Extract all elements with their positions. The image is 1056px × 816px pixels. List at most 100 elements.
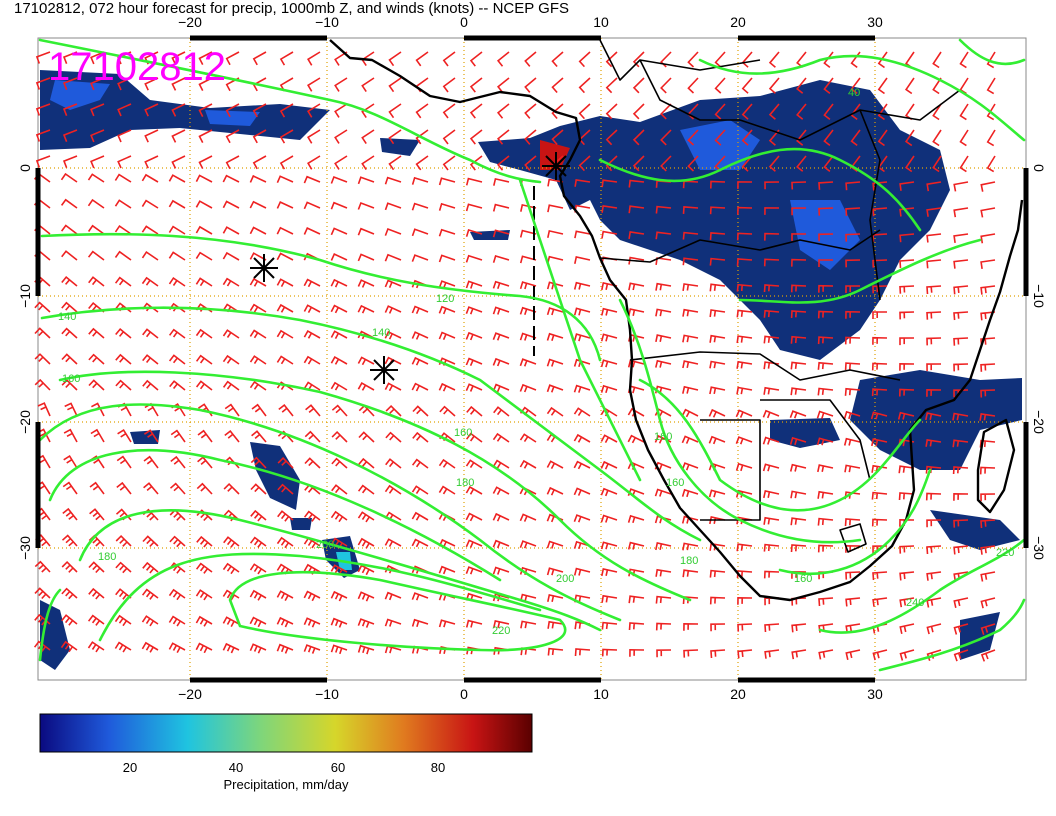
coastlines [329, 39, 1024, 602]
wind-barb [871, 388, 888, 397]
wind-barb [252, 51, 267, 66]
colorbar-tick: 40 [229, 760, 243, 775]
wind-barb [845, 310, 861, 319]
wind-barb [438, 228, 456, 237]
wind-barb [547, 204, 564, 213]
wind-barb [600, 514, 618, 523]
wind-barb [872, 597, 888, 607]
wind-barb [224, 429, 240, 443]
wind-barb [899, 545, 915, 554]
border [639, 59, 740, 121]
wind-barb [986, 155, 996, 173]
wind-barb [655, 622, 672, 631]
wind-barb [388, 77, 402, 93]
wind-barb [303, 644, 321, 654]
wind-barb [35, 77, 51, 90]
wind-barb [736, 258, 753, 266]
colorbar-tick: 80 [431, 760, 445, 775]
wind-barb [736, 543, 753, 552]
wind-barb [249, 355, 267, 365]
wind-barb [89, 481, 105, 495]
wind-barb [90, 428, 105, 443]
wind-barb [818, 207, 834, 216]
wind-barb [796, 103, 807, 120]
wind-barb [142, 561, 159, 574]
wind-barb [980, 519, 996, 529]
wind-barb [573, 460, 591, 470]
wind-barb [768, 155, 780, 172]
wind-barb [195, 174, 213, 183]
wind-barb [385, 431, 402, 443]
wind-barb [709, 232, 726, 240]
wind-barb [168, 354, 186, 365]
wind-barb [682, 257, 699, 266]
wind-barb [681, 408, 699, 418]
wind-barb [796, 155, 807, 172]
wind-barb [850, 103, 861, 121]
wind-barb [64, 402, 78, 417]
wind-barb [469, 77, 483, 93]
bottom-axis-labels: −20 −10 0 10 20 30 [178, 686, 883, 702]
contour-label: 140 [58, 311, 76, 323]
wind-barb [844, 362, 861, 371]
wind-barb [628, 230, 645, 240]
border [859, 109, 881, 301]
wind-barb [573, 281, 591, 290]
wind-barb [660, 155, 672, 172]
wind-barb [600, 487, 618, 497]
y-tick-label: −10 [1031, 284, 1047, 308]
wind-barb [222, 616, 240, 627]
wind-barb [898, 465, 915, 474]
wind-barb [791, 258, 807, 267]
colorbar: 20 40 60 80 Precipitation, mm/day [39, 713, 533, 792]
wind-barb [897, 411, 915, 420]
contour-label: 180 [98, 551, 116, 563]
wind-barb [926, 337, 942, 346]
wind-barb [144, 77, 159, 91]
wind-barb [117, 155, 132, 169]
wind-barb [737, 181, 753, 189]
wind-barb [90, 155, 105, 169]
wind-barb [384, 330, 402, 340]
wind-barb [492, 512, 510, 522]
wind-barb [35, 103, 51, 116]
wind-barb [519, 229, 537, 238]
figure-title: 17102812, 072 hour forecast for precip, … [14, 0, 569, 17]
contour-line [958, 38, 1026, 66]
wind-barb [388, 155, 402, 171]
wind-barb [574, 230, 591, 239]
wind-barb [925, 412, 942, 421]
wind-barb [465, 383, 483, 392]
wind-barb [141, 173, 159, 183]
wind-barb [708, 435, 726, 445]
wind-barb [62, 103, 78, 116]
wind-barb [358, 431, 375, 443]
wind-barb [573, 307, 591, 316]
wind-barb [628, 256, 645, 265]
wind-barb [357, 591, 375, 602]
wind-barb [546, 567, 564, 576]
wind-barb [980, 233, 996, 244]
wind-barb [223, 536, 240, 548]
wind-barb [198, 155, 213, 169]
wind-barb [88, 587, 105, 600]
wind-barb [388, 51, 402, 67]
wind-barb [736, 283, 753, 292]
wind-barb [844, 518, 861, 527]
wind-barb [411, 618, 429, 628]
wind-barb [872, 207, 888, 217]
wind-barb [469, 129, 483, 145]
wind-barb [683, 649, 699, 658]
wind-barb [546, 281, 564, 290]
wind-barb [114, 250, 132, 261]
contour-line [38, 38, 542, 184]
wind-barb [141, 250, 159, 261]
wind-barb [415, 51, 429, 67]
wind-barb [660, 129, 672, 146]
border [599, 229, 881, 263]
wind-barb [872, 571, 888, 581]
wind-barb [708, 489, 726, 498]
wind-barb [195, 354, 213, 365]
wind-barb [496, 103, 510, 119]
